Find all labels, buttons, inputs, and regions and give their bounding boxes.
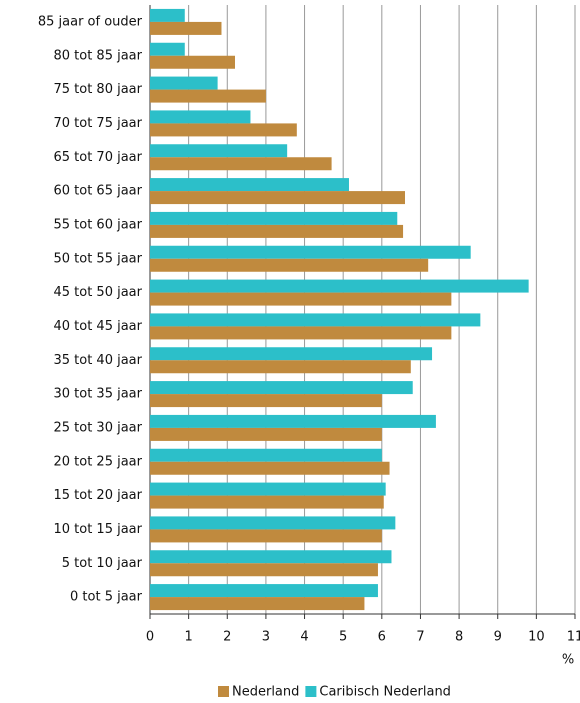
bar [150, 144, 288, 158]
bar [150, 279, 529, 293]
bar [150, 110, 251, 124]
x-axis-title: % [562, 653, 574, 668]
bar [150, 89, 266, 103]
bar [150, 597, 365, 611]
y-tick-label: 20 tot 25 jaar [53, 454, 142, 469]
y-tick-label: 35 tot 40 jaar [53, 353, 142, 368]
bar [150, 42, 185, 56]
bar [150, 8, 185, 22]
bar [150, 76, 218, 90]
y-tick-label: 80 tot 85 jaar [53, 48, 142, 63]
legend-swatch [305, 686, 317, 697]
legend-label: Nederland [232, 685, 299, 700]
y-tick-label: 55 tot 60 jaar [53, 217, 142, 232]
bar [150, 495, 384, 509]
bar [150, 584, 378, 598]
bar [150, 360, 411, 374]
x-tick-label: 4 [300, 630, 308, 645]
bar [150, 21, 222, 35]
y-tick-label: 50 tot 55 jaar [53, 251, 142, 266]
bar [150, 292, 452, 306]
x-tick-label: 10 [528, 630, 545, 645]
bar [150, 123, 297, 137]
bar [150, 394, 382, 408]
x-tick-label: 9 [494, 630, 502, 645]
y-tick-label: 25 tot 30 jaar [53, 420, 142, 435]
bar [150, 326, 452, 340]
y-tick-label: 60 tot 65 jaar [53, 184, 142, 199]
bar [150, 448, 382, 462]
bar [150, 381, 413, 395]
bar [150, 258, 429, 272]
bar [150, 550, 392, 564]
bar [150, 347, 433, 361]
y-tick-label: 70 tot 75 jaar [53, 116, 142, 131]
y-tick-label: 40 tot 45 jaar [53, 319, 142, 334]
bar [150, 516, 396, 530]
x-tick-label: 5 [339, 630, 347, 645]
x-tick-label: 8 [455, 630, 463, 645]
x-tick-label: 3 [262, 630, 270, 645]
y-tick-label: 30 tot 35 jaar [53, 387, 142, 402]
y-tick-label: 85 jaar of ouder [38, 14, 143, 29]
legend-swatch [218, 686, 229, 697]
x-tick-label: 7 [416, 630, 424, 645]
x-tick-label: 2 [223, 630, 231, 645]
y-tick-label: 5 tot 10 jaar [62, 556, 143, 571]
bar [150, 224, 404, 238]
bar [150, 191, 405, 205]
y-tick-label: 10 tot 15 jaar [53, 522, 142, 537]
x-tick-label: 1 [184, 630, 192, 645]
x-tick-label: 6 [378, 630, 386, 645]
bar [150, 157, 332, 171]
y-tick-label: 65 tot 70 jaar [53, 150, 142, 165]
bar [150, 482, 386, 496]
y-tick-label: 75 tot 80 jaar [53, 82, 142, 97]
bar [150, 211, 398, 225]
bar [150, 178, 349, 192]
legend-label: Caribisch Nederland [319, 685, 451, 700]
bar [150, 529, 382, 543]
y-tick-label: 0 tot 5 jaar [70, 590, 143, 605]
y-tick-label: 15 tot 20 jaar [53, 488, 142, 503]
bar [150, 427, 382, 441]
bar [150, 55, 235, 69]
bar [150, 245, 471, 259]
bar [150, 563, 378, 577]
bar [150, 414, 436, 428]
bar [150, 313, 481, 327]
bar [150, 461, 390, 475]
x-tick-label: 11 [567, 630, 580, 645]
x-tick-label: 0 [146, 630, 154, 645]
y-tick-label: 45 tot 50 jaar [53, 285, 142, 300]
